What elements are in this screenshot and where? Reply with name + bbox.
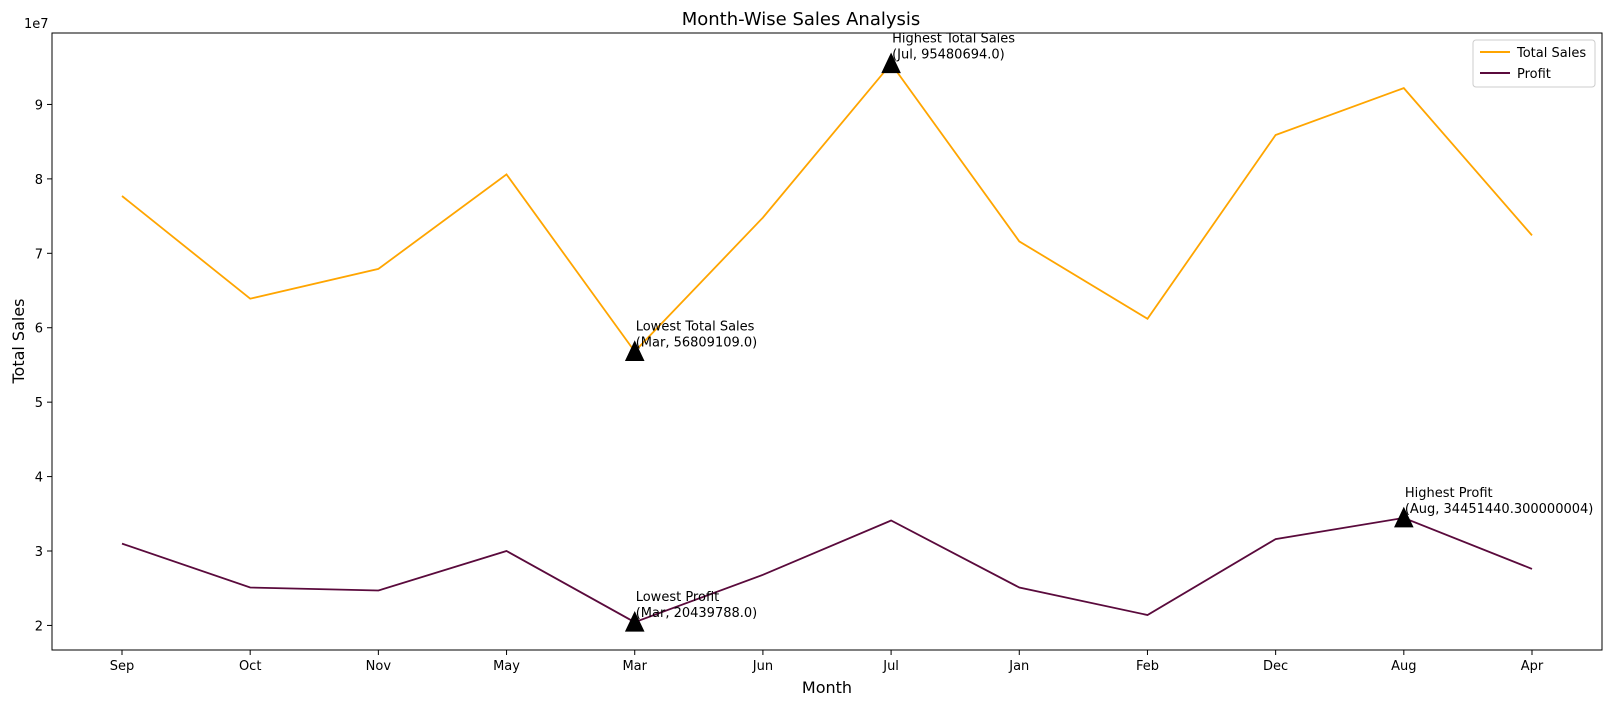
series-line-profit — [121, 516, 1533, 624]
annotation-value: (Mar, 56809109.0) — [636, 335, 758, 350]
x-tick-label: Nov — [366, 659, 392, 674]
y-tick-label: 5 — [35, 396, 43, 411]
annotation-label: Lowest Total Sales — [636, 319, 755, 334]
x-tick-label: Jun — [752, 659, 773, 674]
x-tick-label: Jan — [1008, 659, 1029, 674]
x-tick-label: Feb — [1136, 659, 1159, 674]
series-line-total-sales — [121, 62, 1533, 353]
annotation-marker — [624, 340, 645, 361]
x-tick-label: Mar — [622, 659, 647, 674]
annotation-marker — [624, 610, 645, 632]
legend-entry: Total Sales — [1516, 46, 1586, 61]
x-axis-label: Month — [802, 678, 852, 697]
annotation-label: Lowest Profit — [636, 590, 720, 605]
y-tick-label: 7 — [35, 247, 43, 262]
x-tick-label: Oct — [239, 659, 261, 674]
x-tick-label: Jul — [882, 659, 899, 674]
y-tick-label: 8 — [35, 173, 43, 188]
y-axis-offset-text: 1e7 — [24, 17, 49, 32]
legend: Total Sales Profit — [1472, 39, 1596, 88]
x-tick-label: May — [493, 659, 520, 674]
legend-entry: Profit — [1517, 67, 1551, 82]
y-axis-label: Total Sales — [9, 298, 28, 384]
y-tick-label: 3 — [35, 545, 43, 560]
x-tick-label: Sep — [110, 659, 135, 674]
y-tick-label: 9 — [35, 98, 43, 113]
annotation-marker — [1394, 506, 1414, 528]
y-tick-label: 4 — [35, 471, 43, 486]
y-tick-label: 2 — [35, 619, 43, 634]
annotation-value: (Mar, 20439788.0) — [636, 606, 758, 621]
x-tick-label: Dec — [1263, 659, 1288, 674]
y-tick-label: 6 — [35, 322, 43, 337]
chart-title: Month-Wise Sales Analysis — [682, 9, 921, 30]
plot-frame — [51, 32, 1603, 651]
annotation-value: (Aug, 34451440.300000004) — [1405, 502, 1594, 517]
annotation-marker — [881, 52, 901, 74]
x-tick-label: Apr — [1521, 659, 1544, 674]
annotation-value: (Jul, 95480694.0) — [892, 48, 1005, 63]
annotation-label: Highest Profit — [1405, 486, 1493, 501]
x-tick-label: Aug — [1391, 659, 1416, 674]
annotation-label: Highest Total Sales — [892, 32, 1015, 47]
